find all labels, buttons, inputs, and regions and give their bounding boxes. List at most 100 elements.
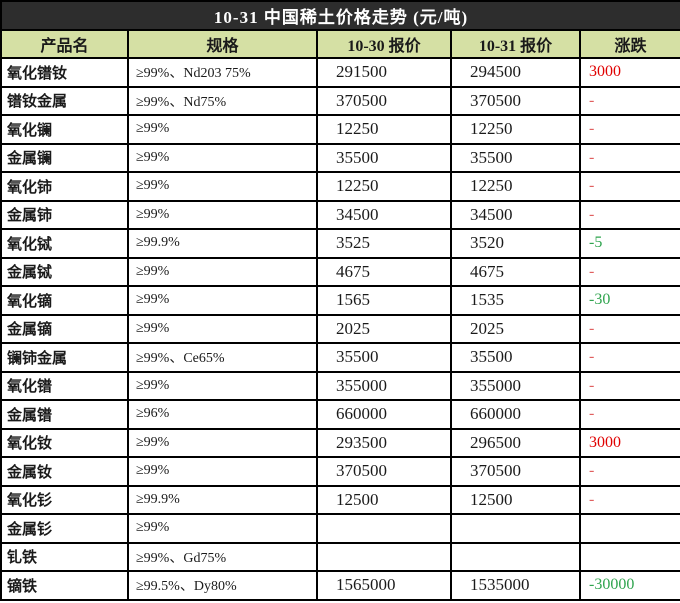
cell-product-name: 氧化钕 [0,427,129,458]
cell-quote-1030: 4675 [316,256,452,287]
cell-product-name: 金属镝 [0,313,129,344]
cell-quote-1031: 294500 [450,57,581,88]
cell-spec: ≥96% [127,399,318,430]
cell-quote-1030: 12500 [316,484,452,515]
table-row: 氧化铽 ≥99.9% 3525 3520 -5 [0,228,680,259]
cell-spec: ≥99%、Ce65% [127,342,318,373]
cell-spec: ≥99% [127,513,318,544]
cell-quote-1031 [450,541,581,572]
table-row: 金属钕 ≥99% 370500 370500- [0,456,680,487]
table-row: 金属镧 ≥99% 35500 35500- [0,142,680,173]
cell-quote-1030 [316,513,452,544]
cell-quote-1030: 12250 [316,114,452,145]
cell-product-name: 金属镧 [0,142,129,173]
cell-quote-1031: 1535000 [450,570,581,601]
cell-spec: ≥99% [127,285,318,316]
cell-product-name: 氧化铽 [0,228,129,259]
cell-spec: ≥99% [127,142,318,173]
cell-product-name: 镝铁 [0,570,129,601]
cell-product-name: 金属钕 [0,456,129,487]
cell-quote-1030: 1565000 [316,570,452,601]
cell-change: - [578,342,680,373]
cell-spec: ≥99% [127,370,318,401]
cell-change: -5 [578,228,680,259]
cell-change: - [578,456,680,487]
table-row: 钆铁 ≥99%、Gd75% [0,541,680,572]
cell-quote-1031: 35500 [450,142,581,173]
cell-spec: ≥99% [127,427,318,458]
cell-quote-1030: 35500 [316,342,452,373]
cell-change: - [578,313,680,344]
col-header-spec: 规格 [127,29,318,59]
col-header-quote-1031: 10-31 报价 [450,29,581,59]
cell-spec: ≥99% [127,256,318,287]
cell-quote-1030: 370500 [316,456,452,487]
cell-quote-1030: 34500 [316,199,452,230]
table-row: 氧化铈 ≥99% 12250 12250- [0,171,680,202]
cell-change: - [578,171,680,202]
cell-spec: ≥99% [127,114,318,145]
cell-change: -30 [578,285,680,316]
table-row: 氧化镝 ≥99% 1565 1535 -30 [0,285,680,316]
table-row: 氧化钐 ≥99.9% 12500 12500- [0,484,680,515]
cell-quote-1030: 1565 [316,285,452,316]
cell-change: - [578,370,680,401]
cell-change: 3000 [578,427,680,458]
cell-change: -30000 [578,570,680,601]
cell-quote-1031: 34500 [450,199,581,230]
cell-change: - [578,399,680,430]
cell-quote-1031 [450,513,581,544]
cell-change: - [578,484,680,515]
cell-quote-1030: 12250 [316,171,452,202]
table-row: 氧化镨 ≥99% 355000 355000- [0,370,680,401]
cell-spec: ≥99% [127,313,318,344]
cell-spec: ≥99.5%、Dy80% [127,570,318,601]
cell-quote-1030: 291500 [316,57,452,88]
table-row: 镝铁 ≥99.5%、Dy80% 1565000 1535000 -30000 [0,570,680,601]
cell-quote-1031: 660000 [450,399,581,430]
cell-quote-1030: 3525 [316,228,452,259]
cell-product-name: 氧化镨钕 [0,57,129,88]
cell-product-name: 金属铽 [0,256,129,287]
table-row: 氧化镧 ≥99% 12250 12250- [0,114,680,145]
table-row: 金属铈 ≥99% 34500 34500- [0,199,680,230]
cell-product-name: 金属镨 [0,399,129,430]
cell-product-name: 氧化钐 [0,484,129,515]
cell-spec: ≥99% [127,171,318,202]
table-row: 金属镨 ≥96% 660000 660000- [0,399,680,430]
col-header-change: 涨跌 [578,29,680,59]
cell-product-name: 氧化镨 [0,370,129,401]
cell-product-name: 金属钐 [0,513,129,544]
cell-product-name: 氧化镧 [0,114,129,145]
cell-quote-1031: 1535 [450,285,581,316]
table-row: 金属钐 ≥99% [0,513,680,544]
column-header-row: 产品名 规格 10-30 报价 10-31 报价 涨跌 [0,29,680,59]
cell-product-name: 氧化镝 [0,285,129,316]
cell-quote-1030: 355000 [316,370,452,401]
cell-change: - [578,199,680,230]
cell-quote-1031: 4675 [450,256,581,287]
cell-quote-1031: 370500 [450,456,581,487]
cell-change: - [578,85,680,116]
table-row: 金属铽 ≥99% 4675 4675- [0,256,680,287]
table-row: 氧化镨钕 ≥99%、Nd203 75% 291500 294500 3000 [0,57,680,88]
table-row: 金属镝 ≥99% 2025 2025- [0,313,680,344]
cell-spec: ≥99% [127,456,318,487]
cell-quote-1030: 293500 [316,427,452,458]
cell-quote-1030: 660000 [316,399,452,430]
col-header-quote-1030: 10-30 报价 [316,29,452,59]
cell-quote-1030: 2025 [316,313,452,344]
cell-product-name: 氧化铈 [0,171,129,202]
cell-quote-1031: 2025 [450,313,581,344]
cell-change [578,513,680,544]
table-row: 氧化钕 ≥99% 293500 296500 3000 [0,427,680,458]
cell-product-name: 镨钕金属 [0,85,129,116]
cell-quote-1031: 35500 [450,342,581,373]
table-body: 氧化镨钕 ≥99%、Nd203 75% 291500 294500 3000 镨钕金属 ≥9… [0,57,680,601]
cell-quote-1031: 12250 [450,114,581,145]
cell-spec: ≥99.9% [127,228,318,259]
cell-product-name: 金属铈 [0,199,129,230]
cell-product-name: 钆铁 [0,541,129,572]
cell-quote-1031: 12250 [450,171,581,202]
